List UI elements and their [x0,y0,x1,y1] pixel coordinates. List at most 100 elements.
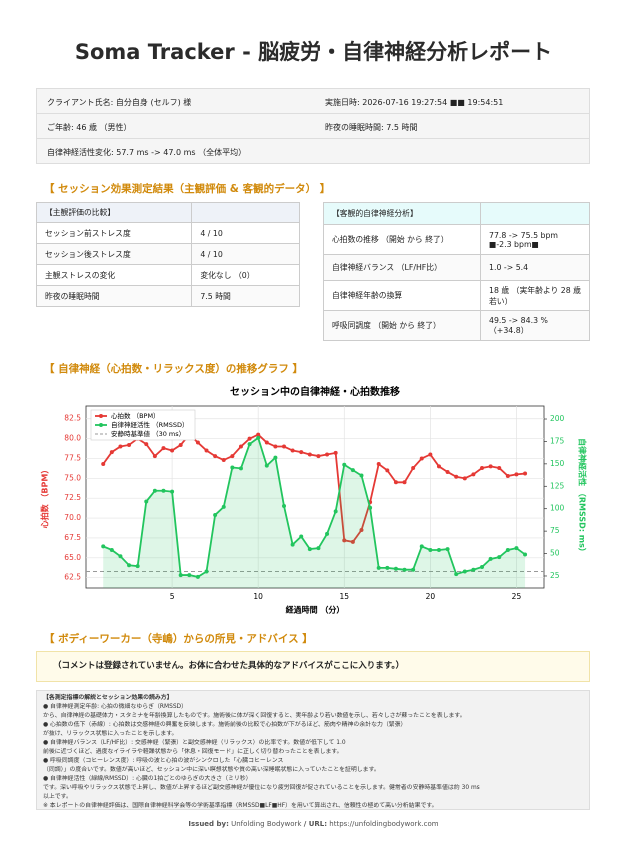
note-line: ● 呼吸同調度（コヒーレンス度）: 呼吸の波と心拍の波がシンクロした「心臓コヒー… [43,758,284,764]
advice-text: （コメントは登録されていません。お体に合わせた具体的なアドバイスがここに入ります… [53,661,405,671]
point [385,468,390,473]
y-tick-label: 62.5 [64,573,81,582]
point [333,509,338,514]
point [471,472,476,477]
table-header: 【主観評価の比較】 [35,202,193,223]
point [299,534,304,539]
point [393,566,398,571]
point [109,547,114,552]
point [368,505,373,510]
note-line: ● 自律神経測定年齢: 心拍の微細なゆらぎ（RMSSD） [43,704,187,710]
y2-tick-label: 50 [550,549,560,558]
point [402,480,407,485]
footer-label: Issued by: [188,820,229,828]
point [393,480,398,485]
note-line: が抜け、リラックス状態に入ったことを示します。 [43,731,178,737]
point [350,468,355,473]
point [282,444,287,449]
point [307,547,312,552]
point [342,538,347,543]
point [187,573,192,578]
note-line: ● 自律神経バランス（LF/HF比）: 交感神経（緊張）と副交感神経（リラックス… [43,740,346,746]
point [316,454,321,459]
section-title: 【 自律神経（心拍数・リラックス度）の推移グラフ 】 [44,363,303,375]
cell: 昨夜の睡眠時間 [35,285,193,307]
point [411,567,416,572]
point [436,547,441,552]
point [462,569,467,574]
y-tick-label: 72.5 [64,493,81,502]
x-tick-label: 20 [426,592,436,601]
legend-label: 自律神経活性 （RMSSD） [111,420,188,429]
note-line: 前後に近づくほど、過度なイライラや軽躁状態から「休息・回復モード」に正しく切り替… [43,749,343,755]
point [144,499,149,504]
point [497,465,502,470]
point [419,456,424,461]
note-line: （同調）」の度合いです。数値が高いほど、セッション中に深い瞑想状態や質の高い深睡… [43,767,380,773]
point [419,544,424,549]
point [221,458,226,463]
point [195,440,200,445]
cell: 1.0 -> 5.4 [480,254,590,281]
page-title: Soma Tracker - 脳疲労・自律神経分析レポート [74,40,553,64]
cell: 心拍数の推移 （開始 から 終了） [323,224,481,255]
footer-issuer: Unfolding Bodywork [231,820,302,828]
point [376,462,381,467]
point [505,547,510,552]
point [325,452,330,457]
cell: 自律神経バランス （LF/HF比） [323,254,481,281]
subjective-table: 【主観評価の比較】 セッション前ストレス度 4 / 10 セッション後ストレス度 4… [35,202,300,307]
x-tick-label: 5 [170,592,175,601]
point [161,446,166,451]
point [213,454,218,459]
point [488,556,493,561]
cell: 自律神経年齢の換算 [323,280,481,311]
point [282,504,287,509]
note-line: ● 心拍数の低下（赤線）: 心拍数は交感神経の興奮を反映します。施術前後の比較で… [43,722,407,728]
y-tick-label: 67.5 [64,533,81,542]
point [247,442,252,447]
point [290,448,295,453]
notes-box: 【各測定指標の解説とセッション効果の読み方】 ● 自律神経測定年齢: 心拍の微細な… [36,690,590,810]
legend-label: 安静時基準値 （30 ms） [111,429,185,438]
point [264,463,269,468]
cell: 4 / 10 [191,243,300,265]
legend-label: 心拍数 （BPM） [111,411,160,420]
point [454,474,459,479]
point [152,454,157,459]
chart-title: セッション中の自律神経・心拍数推移 [230,385,400,398]
point [480,465,485,470]
cell: セッション前ストレス度 [35,222,193,244]
point [230,465,235,470]
x-tick-label: 15 [339,592,349,601]
point [514,546,519,551]
note-line: ● 自律神経活性（緑線/RMSSD）: 心臓の1拍ごとのゆらぎの大きさ（ミリ秒） [43,776,252,782]
info-cell: ご年齢: 46 歳 （男性） [47,123,132,132]
footer: Issued by: Unfolding Bodywork / URL: htt… [0,820,627,828]
point [488,464,493,469]
point [462,476,467,481]
note-line: 【各測定指標の解説とセッション効果の読み方】 [43,695,173,701]
point [402,567,407,572]
y2-tick-label: 75 [550,526,560,535]
point [204,569,209,574]
y2-tick-label: 25 [550,571,560,580]
point [161,488,166,493]
point [118,444,123,449]
y2-tick-label: 175 [550,436,565,445]
point [247,436,252,441]
point [135,564,140,569]
point [213,512,218,517]
info-cell: クライアント氏名: 自分自身 (セルフ) 様 [47,98,192,107]
info-cell: 自律神経活性変化: 57.7 ms -> 47.0 ms （全体平均） [47,148,247,157]
cell: 18 歳 （実年齢より 28 歳若い） [480,280,590,311]
point [325,531,330,536]
point [101,544,106,549]
x-tick-label: 25 [512,592,522,601]
point [204,448,209,453]
point [221,504,226,509]
point [170,489,175,494]
point [299,450,304,455]
y2-tick-label: 100 [550,504,565,513]
note-line: です。深い呼吸やリラックス状態で上昇し、数値が上昇するほど副交感神経が優位になり… [43,785,480,791]
